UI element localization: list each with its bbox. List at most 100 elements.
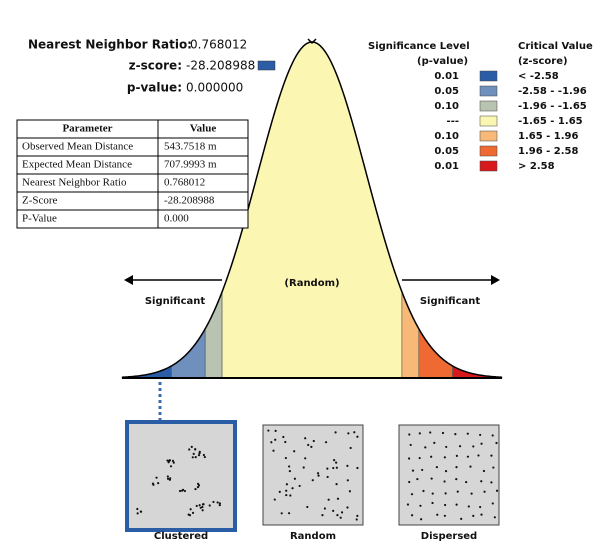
pattern-dot bbox=[466, 455, 470, 458]
peak-mark bbox=[307, 38, 317, 45]
pattern-dot bbox=[346, 479, 349, 482]
pattern-dot bbox=[196, 486, 200, 489]
table-cell: 0.768012 bbox=[164, 177, 205, 189]
right-arrowhead bbox=[491, 275, 500, 285]
pattern-dot bbox=[411, 469, 415, 472]
legend-z: -2.58 - -1.96 bbox=[518, 86, 587, 97]
pattern-dot bbox=[282, 435, 285, 439]
pattern-dot bbox=[188, 514, 192, 517]
pattern-dot bbox=[274, 438, 277, 441]
pattern-dot bbox=[178, 489, 182, 493]
pattern-dot bbox=[490, 454, 493, 457]
legend-swatch bbox=[479, 115, 498, 127]
pattern-dot bbox=[285, 489, 288, 492]
pattern-dot bbox=[218, 503, 221, 507]
pattern-dot bbox=[431, 492, 434, 495]
table-header: Value bbox=[190, 123, 217, 135]
pattern-dot bbox=[443, 514, 446, 517]
p-label: p-value: bbox=[127, 81, 182, 95]
legend-crit-sub: (z-score) bbox=[518, 56, 568, 67]
legend-p: 0.05 bbox=[434, 146, 459, 157]
legend-p: 0.10 bbox=[434, 101, 459, 112]
pattern-dot bbox=[198, 504, 201, 507]
pattern-dot bbox=[306, 505, 309, 509]
pattern-dot bbox=[455, 466, 458, 469]
pattern-dot bbox=[480, 513, 483, 516]
pattern-dot bbox=[278, 490, 281, 494]
pattern-label: Random bbox=[290, 531, 336, 542]
pattern-dot bbox=[194, 448, 197, 451]
legend-p: 0.10 bbox=[434, 131, 459, 142]
pattern-dot bbox=[321, 514, 324, 517]
pattern-dot bbox=[326, 475, 329, 479]
pattern-dot bbox=[191, 511, 195, 514]
pattern-dot bbox=[332, 509, 335, 512]
pattern-dot bbox=[139, 510, 143, 513]
legend-swatch bbox=[479, 70, 498, 82]
pattern-dot bbox=[355, 518, 358, 521]
legend-p: 0.01 bbox=[434, 161, 459, 172]
p-value: 0.000000 bbox=[186, 81, 243, 95]
pattern-dot bbox=[298, 484, 301, 488]
pattern-dot bbox=[409, 443, 412, 447]
bell-curve bbox=[121, 38, 503, 379]
z-swatch bbox=[257, 60, 276, 71]
pattern-dot bbox=[203, 455, 206, 459]
pattern-dot bbox=[469, 465, 472, 468]
pattern-dot bbox=[332, 466, 335, 470]
pattern-dot bbox=[460, 517, 463, 520]
pattern-dot bbox=[280, 512, 283, 515]
pattern-dot bbox=[444, 470, 448, 473]
pattern-dot bbox=[455, 454, 458, 457]
pattern-dot bbox=[201, 509, 204, 512]
pattern-dot bbox=[480, 480, 483, 483]
pattern-dot bbox=[136, 507, 139, 511]
pattern-dot bbox=[199, 506, 202, 509]
ratio-label: Nearest Neighbor Ratio: bbox=[28, 38, 192, 52]
pattern-dot bbox=[155, 476, 158, 479]
pattern-dot bbox=[346, 464, 349, 467]
pattern-dot bbox=[491, 502, 494, 505]
pattern-dot bbox=[406, 503, 410, 506]
pattern-dot bbox=[495, 489, 499, 492]
legend-p: 0.01 bbox=[434, 71, 459, 82]
pattern-dot bbox=[356, 514, 359, 517]
pattern-dot bbox=[470, 492, 473, 495]
legend-z: -1.96 - -1.65 bbox=[518, 101, 587, 112]
pattern-dot bbox=[334, 431, 337, 434]
legend-swatch bbox=[479, 100, 498, 112]
table-cell: Nearest Neighbor Ratio bbox=[22, 177, 127, 189]
pattern-dot bbox=[356, 435, 359, 438]
pattern-dot bbox=[166, 477, 170, 480]
pattern-dot bbox=[208, 504, 211, 507]
pattern-dot bbox=[495, 441, 498, 445]
pattern-dot bbox=[324, 441, 328, 444]
pattern-dot bbox=[491, 434, 494, 437]
pattern-dot bbox=[477, 454, 480, 457]
legend-z: 1.65 - 1.96 bbox=[518, 131, 579, 142]
pattern-dot bbox=[311, 479, 314, 482]
pattern-dot bbox=[433, 441, 436, 444]
pattern-dot bbox=[272, 449, 275, 452]
pattern-dot bbox=[472, 514, 475, 517]
pattern-dot bbox=[429, 431, 432, 434]
pattern-dot bbox=[493, 516, 496, 519]
pattern-dot bbox=[335, 461, 338, 464]
pattern-dot bbox=[431, 501, 434, 505]
pattern-dot bbox=[284, 456, 287, 460]
pattern-dot bbox=[216, 501, 219, 504]
pattern-dot bbox=[195, 504, 198, 508]
pattern-dot bbox=[198, 450, 201, 453]
pattern-dot bbox=[441, 431, 445, 435]
pattern-dot bbox=[479, 505, 482, 509]
pattern-dot bbox=[420, 518, 423, 521]
left-significant: Significant bbox=[145, 296, 206, 307]
pattern-dot bbox=[304, 437, 307, 440]
pattern-dot bbox=[317, 474, 320, 477]
pattern-dot bbox=[312, 439, 315, 443]
pattern-dot bbox=[194, 456, 197, 459]
pattern-dot bbox=[270, 441, 273, 444]
pattern-dot bbox=[171, 459, 175, 462]
